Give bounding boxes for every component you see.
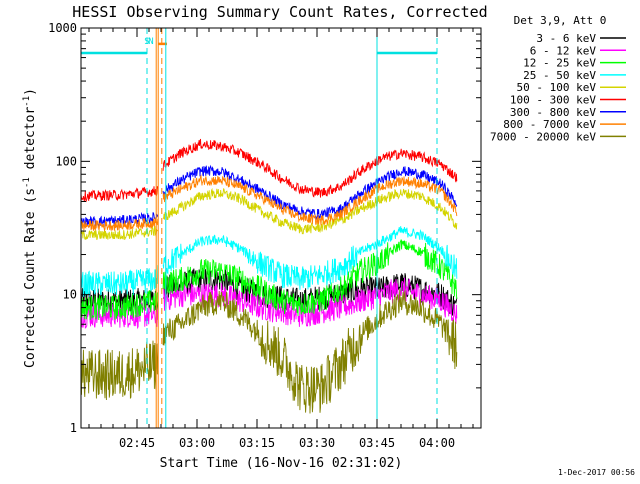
x-tick-label-5: 04:00 <box>419 436 455 450</box>
legend-label-4: 50 - 100 keV <box>517 81 597 94</box>
legend-header: Det 3,9, Att 0 <box>514 14 607 27</box>
y-axis-label-end: ) <box>23 88 38 96</box>
legend-label-5: 100 - 300 keV <box>510 94 596 107</box>
y-axis-label-sup1: -1 <box>22 177 32 188</box>
legend-label-3: 25 - 50 keV <box>523 69 596 82</box>
series-line-6 <box>80 164 458 228</box>
x-tick-label-1: 03:00 <box>179 436 215 450</box>
legend-label-2: 12 - 25 keV <box>523 57 596 70</box>
y-axis-label-sup2: -1 <box>22 96 32 107</box>
marker-label-1: N <box>148 37 153 47</box>
series-line-7 <box>80 174 458 232</box>
plot-layer: SN <box>80 28 458 428</box>
chart-title: HESSI Observing Summary Count Rates, Cor… <box>72 3 487 21</box>
y-tick-label-1: 10 <box>63 288 77 302</box>
y-tick-label-0: 1 <box>70 421 77 435</box>
y-axis-label-mid: detector <box>23 107 38 178</box>
series-line-4 <box>80 187 458 241</box>
legend-label-6: 300 - 800 keV <box>510 106 596 119</box>
x-tick-label-0: 02:45 <box>119 436 155 450</box>
marker-label-0: S <box>144 37 149 47</box>
series-line-5 <box>80 138 458 203</box>
y-axis-label: Corrected Count Rate (s-1 detector-1) <box>22 88 38 368</box>
x-tick-label-3: 03:30 <box>299 436 335 450</box>
y-tick-label-2: 100 <box>55 154 77 168</box>
series-line-8 <box>80 289 458 414</box>
legend-label-8: 7000 - 20000 keV <box>490 130 596 143</box>
y-axis-label-main: Corrected Count Rate (s <box>23 188 38 368</box>
y-tick-label-3: 1000 <box>48 21 77 35</box>
footer-timestamp: 1-Dec-2017 00:56 <box>558 468 635 477</box>
legend-label-1: 6 - 12 keV <box>530 44 597 57</box>
legend-label-0: 3 - 6 keV <box>536 32 596 45</box>
x-axis-label: Start Time (16-Nov-16 02:31:02) <box>160 456 403 471</box>
series-line-3 <box>80 226 458 297</box>
legend-label-7: 800 - 7000 keV <box>503 118 596 131</box>
x-tick-label-2: 03:15 <box>239 436 275 450</box>
x-tick-label-4: 03:45 <box>359 436 395 450</box>
axis-layer: 1 10 100 1000 02:45 03:00 03:15 03:30 03:45 04:00 <box>48 21 481 450</box>
series-line-2 <box>80 239 458 321</box>
